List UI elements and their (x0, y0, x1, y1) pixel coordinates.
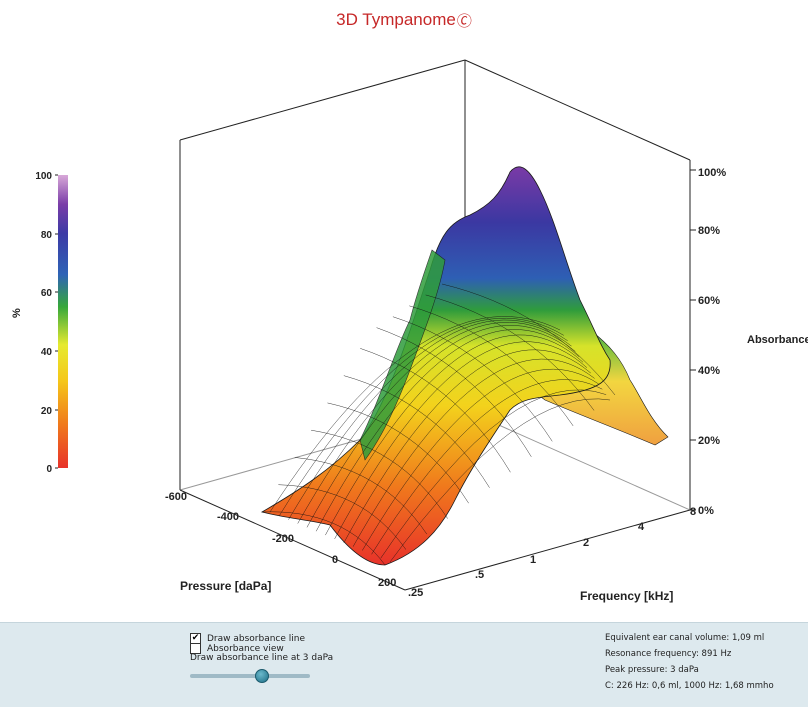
colorbar-gradient (58, 175, 68, 468)
mesh-line (371, 379, 603, 555)
surface-body (260, 166, 611, 566)
mesh-line (441, 283, 616, 396)
mesh-line (352, 358, 595, 547)
chart-title: 3D Tympanome🄫 (0, 10, 808, 31)
absorbance-tick: 60% (698, 295, 720, 307)
frequency-axis-label: Frequency [kHz] (580, 589, 673, 603)
mesh-line (334, 341, 588, 540)
absorbance-tick: 40% (698, 365, 720, 377)
frequency-tick: .5 (475, 569, 484, 581)
frequency-tick: 4 (638, 521, 645, 533)
frequency-tick: 2 (583, 537, 589, 549)
frequency-axis: .25 .5 1 2 4 8 Frequency [kHz] (408, 506, 696, 603)
pressure-tick: -200 (272, 533, 294, 545)
colorbar-tick: 0 (46, 464, 52, 475)
mesh-line (325, 334, 584, 536)
frequency-tick: .25 (408, 587, 423, 599)
colorbar-tick: 20 (41, 406, 53, 417)
pressure-tick: 0 (332, 554, 338, 566)
info-peak-pressure: Peak pressure: 3 daPa (605, 665, 699, 675)
pressure-tick: 200 (378, 577, 396, 589)
mesh-line (279, 317, 564, 516)
frequency-tick: 1 (530, 554, 536, 566)
mesh-line (278, 484, 407, 550)
line-at-label: Draw absorbance line at 3 daPa (190, 653, 334, 663)
mesh-line (360, 348, 511, 473)
surface-mesh (261, 283, 616, 566)
colorbar-tick: 40 (41, 347, 53, 358)
absorbance-tick: 100% (698, 167, 726, 179)
mesh-line (315, 329, 580, 532)
info-resonance: Resonance frequency: 891 Hz (605, 649, 732, 659)
mesh-line (306, 325, 576, 528)
box-frame (179, 59, 691, 591)
pressure-tick: -400 (217, 511, 239, 523)
mesh-line (343, 349, 591, 543)
mesh-line (261, 511, 386, 566)
mesh-line (327, 402, 469, 504)
brand-logo-icon: 🄫 (456, 13, 472, 30)
absorbance-view-label: Absorbance view (207, 643, 284, 654)
absorbance-tick: 20% (698, 435, 720, 447)
mesh-line (392, 316, 553, 442)
mesh-line (409, 305, 574, 427)
mesh-line (425, 294, 595, 411)
chart-area: -600 -400 -200 0 200 Pressure [daPa] .25… (0, 10, 808, 603)
draw-line-label: Draw absorbance line (207, 633, 306, 644)
info-volume: Equivalent ear canal volume: 1,09 ml (605, 633, 765, 643)
mesh-line (343, 375, 490, 488)
absorbance-axis-label: Absorbance (747, 334, 808, 346)
colorbar-tick: 60 (41, 288, 53, 299)
pressure-tick: -600 (165, 491, 187, 503)
pressure-axis-label: Pressure [daPa] (180, 579, 271, 593)
frequency-tick: 8 (690, 506, 696, 518)
colorbar: 0 20 40 60 80 100 % (11, 171, 68, 475)
mesh-line (311, 429, 448, 519)
absorbance-view-checkbox[interactable] (190, 643, 201, 654)
pressure-slider-handle[interactable] (255, 669, 269, 683)
chart-title-text: 3D Tympanome (336, 10, 456, 29)
mesh-line (269, 316, 561, 513)
absorbance-axis: 0% 20% 40% 60% 80% 100% Absorbance (690, 167, 808, 517)
mesh-line (362, 368, 599, 551)
absorbance-tick: 0% (698, 505, 714, 517)
mesh-line (294, 457, 428, 535)
mesh-line (288, 319, 568, 520)
absorbance-tick: 80% (698, 225, 720, 237)
pressure-axis: -600 -400 -200 0 200 Pressure [daPa] (165, 491, 396, 593)
mesh-line (376, 327, 532, 457)
colorbar-tick: 100 (35, 171, 52, 182)
surface-plot: -600 -400 -200 0 200 Pressure [daPa] .25… (11, 59, 808, 603)
pressure-slider-track[interactable] (190, 674, 310, 678)
mesh-line (380, 389, 607, 559)
mesh-line (297, 322, 572, 524)
info-compliance: C: 226 Hz: 0,6 ml, 1000 Hz: 1,68 mmho (605, 681, 774, 691)
absorbance-view-row[interactable]: Absorbance view (190, 643, 284, 654)
control-panel: ✔ Draw absorbance line Absorbance view D… (0, 622, 808, 707)
colorbar-label: % (11, 308, 23, 318)
colorbar-tick: 80 (41, 230, 53, 241)
